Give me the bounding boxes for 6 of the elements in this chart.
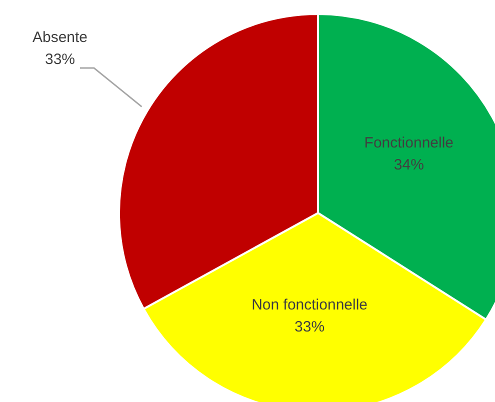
data-label: 33% <box>44 51 76 68</box>
slice-label: Absente <box>32 29 88 46</box>
data-label: 34% <box>394 156 424 174</box>
data-label: 33% <box>294 318 325 336</box>
slice-label: Fonctionnelle <box>364 134 454 152</box>
slice-label: Non fonctionnelle <box>252 296 368 314</box>
